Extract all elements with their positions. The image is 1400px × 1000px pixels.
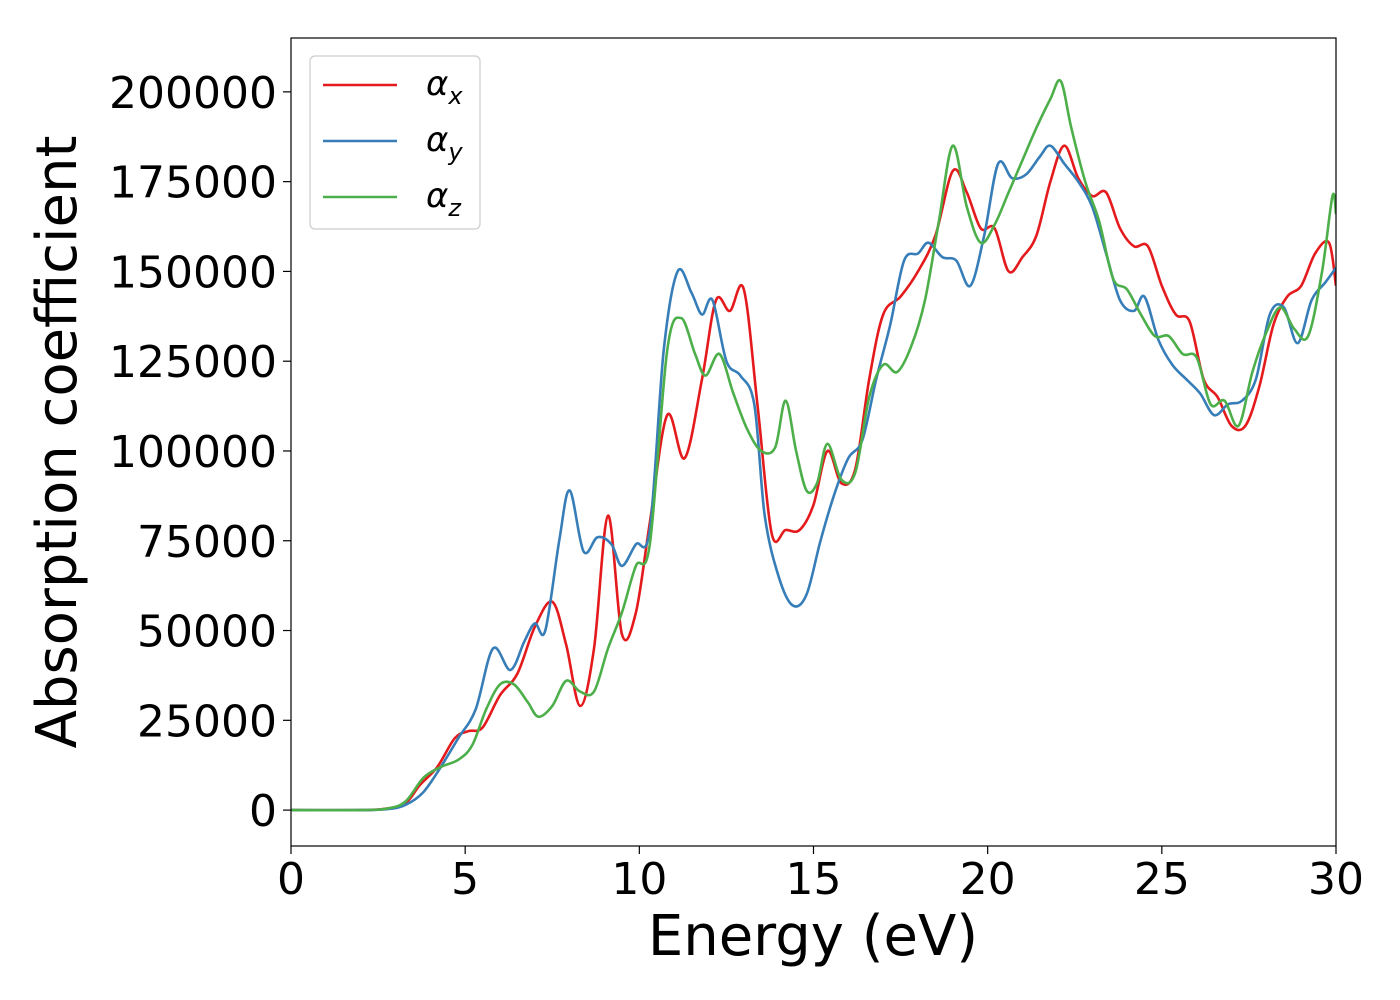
- x-tick-label: 25: [1134, 854, 1190, 905]
- y-tick-label: 125000: [109, 337, 277, 388]
- y-tick-label: 25000: [137, 696, 277, 747]
- legend-label-x: αx: [426, 64, 463, 110]
- x-axis-title: Energy (eV): [648, 904, 978, 969]
- x-tick-label: 30: [1308, 854, 1364, 905]
- x-tick-label: 20: [960, 854, 1016, 905]
- legend-box: [309, 55, 481, 230]
- x-tick-label: 0: [277, 854, 305, 905]
- x-tick-label: 15: [786, 854, 842, 905]
- y-tick-label: 0: [249, 786, 277, 837]
- series-layer: [291, 78, 1336, 812]
- legend-label-y: αy: [426, 120, 463, 166]
- y-tick-label: 75000: [137, 517, 277, 568]
- y-tick-label: 100000: [109, 427, 277, 478]
- legend-label-z: αz: [426, 176, 462, 222]
- legend: αx αy αz: [309, 55, 481, 230]
- y-axis: 0 25000 50000 75000 100000 125000 150000 175000…: [109, 68, 291, 837]
- x-tick-label: 5: [451, 854, 479, 905]
- y-tick-label: 175000: [109, 158, 277, 209]
- series-line-y: [291, 144, 1336, 812]
- y-tick-label: 50000: [137, 607, 277, 658]
- y-tick-label: 200000: [109, 68, 277, 119]
- x-axis: 0 5 10 15 20 25 30: [277, 846, 1364, 905]
- y-axis-title: Absorption coefficient: [25, 136, 90, 749]
- series-line-x: [291, 144, 1336, 812]
- series-line-z: [291, 78, 1336, 812]
- y-tick-label: 150000: [109, 247, 277, 298]
- x-tick-label: 10: [611, 854, 667, 905]
